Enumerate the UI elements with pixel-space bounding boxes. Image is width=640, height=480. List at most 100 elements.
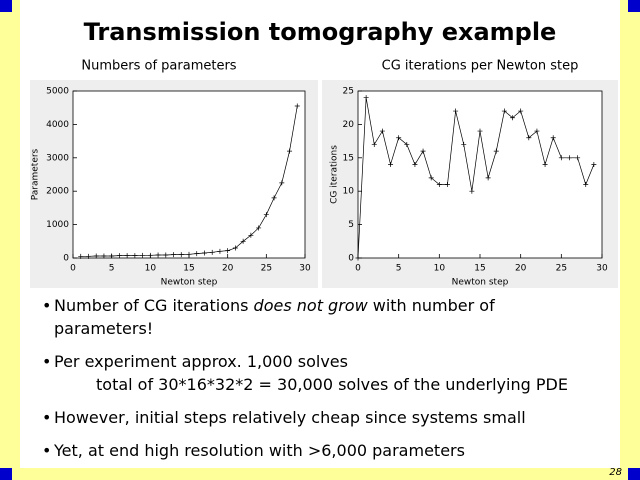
data-point — [147, 252, 153, 258]
data-point — [279, 180, 285, 186]
data-point — [379, 128, 385, 134]
corner — [0, 0, 12, 12]
data-point — [163, 252, 169, 258]
data-point — [271, 195, 277, 201]
y-axis-label: Parameters — [31, 148, 41, 200]
text: Per experiment approx. 1,000 solves — [54, 352, 348, 371]
y-tick-label: 5 — [348, 220, 354, 230]
data-point — [363, 95, 369, 101]
data-point — [542, 161, 548, 167]
text: does not grow — [253, 296, 368, 315]
x-axis-label: Newton step — [161, 278, 218, 288]
page-number: 28 — [609, 467, 622, 478]
data-point — [101, 253, 107, 259]
data-point — [109, 253, 115, 259]
data-point — [469, 188, 475, 194]
data-point — [132, 253, 138, 259]
x-tick-label: 5 — [109, 264, 115, 274]
plot-area — [72, 90, 306, 259]
data-point — [78, 253, 84, 259]
charts: Numbers of parameters Newton step Paramete… — [30, 59, 618, 288]
data-point — [493, 148, 499, 154]
data-point — [404, 141, 410, 147]
x-tick-label: 25 — [556, 264, 567, 274]
data-point — [412, 161, 418, 167]
x-tick-label: 25 — [261, 264, 272, 274]
y-tick-label: 15 — [343, 153, 354, 163]
chart-title: CG iterations per Newton step — [382, 59, 579, 74]
x-tick-label: 10 — [434, 264, 446, 274]
corner — [0, 468, 12, 480]
y-tick-label: 2000 — [46, 187, 69, 197]
y-tick-label: 3000 — [46, 153, 69, 163]
data-point — [171, 252, 177, 258]
corner — [628, 468, 640, 480]
y-tick-label: 10 — [343, 187, 355, 197]
data-point — [436, 182, 442, 188]
data-point — [477, 128, 483, 134]
y-tick-label: 0 — [63, 254, 69, 264]
data-point — [510, 115, 516, 121]
data-point — [294, 103, 300, 109]
data-point — [485, 175, 491, 181]
text: However, initial steps relatively cheap … — [54, 408, 526, 427]
data-point — [93, 253, 99, 259]
text: parameters! — [54, 319, 154, 338]
y-tick-label: 0 — [348, 254, 354, 264]
text: total of 30*16*32*2 = 30,000 solves of t… — [96, 375, 568, 394]
bullet: Per experiment approx. 1,000 solves total… — [42, 350, 622, 396]
x-tick-label: 15 — [183, 264, 194, 274]
plot-area — [357, 90, 603, 259]
data-point — [388, 161, 394, 167]
bullet: Yet, at end high resolution with >6,000 … — [42, 439, 622, 462]
x-axis-label: Newton step — [452, 278, 509, 288]
x-tick-label: 10 — [145, 264, 157, 274]
data-point — [371, 141, 377, 147]
y-tick-label: 5000 — [46, 87, 69, 97]
x-tick-label: 20 — [222, 264, 234, 274]
bullet: However, initial steps relatively cheap … — [42, 406, 622, 429]
bullets: Number of CG iterations does not grow wi… — [42, 294, 622, 472]
slide-title: Transmission tomography example — [83, 18, 557, 46]
data-point — [209, 249, 215, 255]
data-point — [420, 148, 426, 154]
data-point — [396, 135, 402, 141]
data-point — [155, 252, 161, 258]
data-point — [186, 251, 192, 257]
data-point — [461, 141, 467, 147]
data-point — [534, 128, 540, 134]
data-point — [232, 245, 238, 251]
data-point — [550, 135, 556, 141]
y-tick-label: 4000 — [46, 120, 69, 130]
data-point — [240, 238, 246, 244]
data-point — [575, 155, 581, 161]
data-point — [566, 155, 572, 161]
text: Yet, at end high resolution with >6,000 … — [54, 441, 465, 460]
data-point — [140, 252, 146, 258]
data-point — [526, 135, 532, 141]
y-tick-label: 20 — [343, 120, 355, 130]
data-point — [355, 255, 361, 261]
data-point — [225, 248, 231, 254]
data-point — [85, 253, 91, 259]
data-point — [263, 212, 269, 218]
x-tick-label: 0 — [70, 264, 76, 274]
y-tick-label: 1000 — [46, 220, 69, 230]
data-point — [444, 182, 450, 188]
data-point — [178, 252, 184, 258]
data-point — [256, 225, 262, 231]
data-point — [501, 108, 507, 114]
x-tick-label: 30 — [299, 264, 311, 274]
data-point — [583, 182, 589, 188]
data-point — [591, 161, 597, 167]
chart-title: Numbers of parameters — [81, 59, 236, 74]
bullet: Number of CG iterations does not grow wi… — [42, 294, 622, 340]
x-tick-label: 20 — [515, 264, 527, 274]
data-point — [217, 248, 223, 254]
data-point — [248, 232, 254, 238]
text: Number of CG iterations — [54, 296, 254, 315]
data-point — [194, 251, 200, 257]
data-point — [287, 148, 293, 154]
x-tick-label: 15 — [474, 264, 485, 274]
